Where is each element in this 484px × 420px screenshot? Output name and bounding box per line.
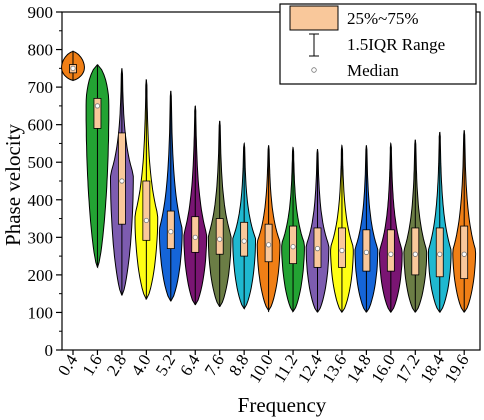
legend-label: 1.5IQR Range bbox=[347, 35, 445, 54]
violin bbox=[403, 139, 428, 313]
median-marker bbox=[192, 234, 198, 240]
x-tick-label: 1.6 bbox=[78, 351, 105, 379]
x-tick-label: 16.0 bbox=[367, 351, 399, 386]
median-marker bbox=[363, 249, 369, 255]
violin bbox=[232, 142, 256, 310]
violin bbox=[305, 149, 330, 313]
violin bbox=[354, 145, 379, 313]
y-axis-label: Phase velocity bbox=[1, 124, 25, 246]
violin bbox=[85, 64, 110, 269]
median-marker bbox=[119, 178, 125, 184]
median-marker bbox=[70, 65, 76, 71]
median-marker bbox=[461, 251, 467, 257]
median-marker bbox=[314, 246, 321, 252]
iqr-box bbox=[93, 97, 102, 129]
median-marker bbox=[94, 103, 101, 109]
y-tick-label: 300 bbox=[28, 228, 54, 247]
iqr-box bbox=[215, 218, 224, 255]
x-tick-label: 14.8 bbox=[343, 351, 375, 386]
y-tick-label: 800 bbox=[28, 41, 54, 60]
violin bbox=[110, 68, 134, 296]
y-tick-label: 400 bbox=[28, 191, 54, 210]
y-tick-label: 0 bbox=[45, 341, 54, 360]
x-tick-label: 2.8 bbox=[103, 351, 130, 379]
x-tick-label: 13.6 bbox=[318, 351, 350, 386]
x-tick-label: 0.4 bbox=[54, 351, 82, 380]
x-tick-label: 11.2 bbox=[270, 351, 302, 386]
violin bbox=[452, 130, 477, 313]
violin bbox=[183, 105, 208, 306]
legend: 25%~75% 1.5IQR Range Median bbox=[279, 3, 477, 85]
x-tick-label: 6.4 bbox=[176, 351, 204, 380]
violin bbox=[158, 90, 183, 302]
y-tick-label: 700 bbox=[28, 78, 54, 97]
iqr-box bbox=[191, 216, 200, 253]
x-tick-label: 4.0 bbox=[127, 351, 154, 379]
y-tick-label: 200 bbox=[28, 266, 54, 285]
x-tick-label: 19.6 bbox=[441, 351, 473, 386]
violin bbox=[207, 120, 232, 308]
violins bbox=[61, 50, 477, 313]
x-tick-label: 17.2 bbox=[392, 351, 424, 386]
legend-median-swatch bbox=[311, 67, 317, 73]
violin bbox=[330, 144, 354, 313]
median-marker bbox=[339, 247, 345, 254]
x-tick-label: 5.2 bbox=[152, 351, 179, 379]
x-tick-label: 10.0 bbox=[245, 351, 277, 386]
iqr-box bbox=[142, 180, 151, 241]
median-marker bbox=[241, 238, 247, 244]
iqr-box bbox=[411, 227, 420, 276]
median-marker bbox=[217, 236, 223, 242]
legend-box-swatch bbox=[289, 5, 339, 31]
violin bbox=[134, 79, 159, 300]
median-marker bbox=[265, 242, 272, 248]
violin bbox=[256, 145, 281, 313]
violin bbox=[378, 142, 403, 313]
iqr-box bbox=[386, 229, 395, 272]
violin bbox=[281, 146, 305, 313]
x-tick-label: 12.4 bbox=[294, 351, 326, 387]
violin bbox=[427, 131, 452, 313]
iqr-box bbox=[338, 227, 346, 268]
median-marker bbox=[168, 229, 174, 235]
median-marker bbox=[388, 251, 394, 257]
x-tick-label: 7.6 bbox=[201, 351, 228, 379]
median-marker bbox=[412, 251, 418, 257]
y-tick-label: 100 bbox=[28, 303, 54, 322]
median-marker bbox=[143, 217, 149, 224]
x-tick-label: 18.4 bbox=[416, 351, 448, 387]
x-axis-label: Frequency bbox=[238, 393, 327, 417]
y-tick-label: 500 bbox=[28, 153, 54, 172]
median-marker bbox=[437, 251, 443, 257]
violin bbox=[61, 50, 85, 82]
y-tick-label: 600 bbox=[28, 116, 54, 135]
legend-label: Median bbox=[347, 61, 399, 80]
y-tick-label: 900 bbox=[28, 3, 54, 22]
legend-label: 25%~75% bbox=[347, 9, 419, 28]
median-marker bbox=[290, 244, 296, 250]
